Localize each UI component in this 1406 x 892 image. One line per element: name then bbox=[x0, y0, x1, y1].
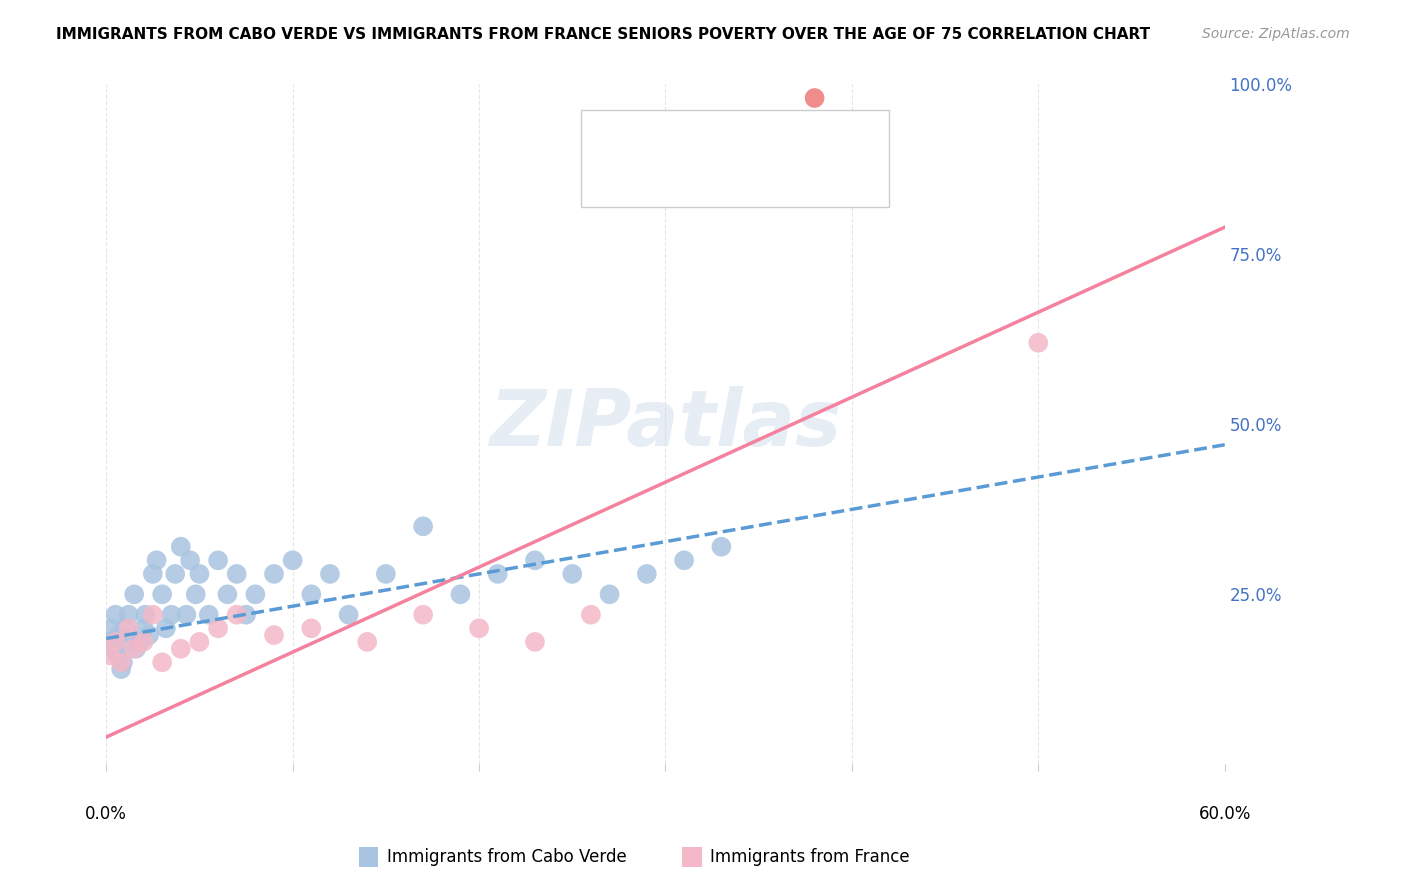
Point bbox=[299, 621, 322, 635]
Point bbox=[235, 607, 257, 622]
Point bbox=[412, 519, 434, 533]
Text: 60.0%: 60.0% bbox=[1198, 805, 1251, 823]
Point bbox=[150, 587, 173, 601]
Point bbox=[468, 621, 491, 635]
Text: IMMIGRANTS FROM CABO VERDE VS IMMIGRANTS FROM FRANCE SENIORS POVERTY OVER THE AG: IMMIGRANTS FROM CABO VERDE VS IMMIGRANTS… bbox=[56, 27, 1150, 42]
Point bbox=[412, 607, 434, 622]
Point bbox=[122, 587, 145, 601]
Point bbox=[170, 641, 193, 656]
Text: ZIPatlas: ZIPatlas bbox=[489, 386, 842, 462]
Point bbox=[110, 655, 132, 669]
Point bbox=[207, 553, 229, 567]
Point bbox=[710, 540, 733, 554]
Point bbox=[263, 566, 285, 581]
Text: N =: N = bbox=[735, 122, 775, 140]
Text: R =: R = bbox=[628, 161, 668, 179]
Point bbox=[263, 628, 285, 642]
Point bbox=[188, 566, 211, 581]
Point bbox=[101, 621, 124, 635]
Text: 0.680: 0.680 bbox=[671, 161, 728, 179]
Point bbox=[103, 641, 125, 656]
Point bbox=[117, 607, 139, 622]
Point bbox=[673, 553, 696, 567]
Point bbox=[122, 641, 145, 656]
Point bbox=[524, 553, 547, 567]
Point bbox=[142, 607, 165, 622]
Point bbox=[160, 607, 183, 622]
Point bbox=[125, 641, 148, 656]
Point bbox=[299, 587, 322, 601]
Point bbox=[132, 621, 155, 635]
Text: N =: N = bbox=[735, 161, 775, 179]
Point bbox=[110, 662, 132, 676]
Text: Source: ZipAtlas.com: Source: ZipAtlas.com bbox=[1202, 27, 1350, 41]
Text: 20: 20 bbox=[775, 161, 800, 179]
Point bbox=[145, 553, 167, 567]
Point bbox=[128, 635, 150, 649]
Text: 0.0%: 0.0% bbox=[86, 805, 127, 823]
Point bbox=[579, 607, 602, 622]
Point bbox=[98, 635, 121, 649]
Point bbox=[179, 553, 201, 567]
Point bbox=[225, 566, 247, 581]
Point bbox=[561, 566, 583, 581]
Text: Immigrants from Cabo Verde: Immigrants from Cabo Verde bbox=[387, 848, 627, 866]
Point bbox=[107, 648, 129, 663]
Point bbox=[98, 648, 121, 663]
Text: 0.235: 0.235 bbox=[671, 122, 727, 140]
Point bbox=[170, 540, 193, 554]
Point bbox=[356, 635, 378, 649]
Point bbox=[184, 587, 207, 601]
Text: Immigrants from France: Immigrants from France bbox=[710, 848, 910, 866]
Point bbox=[245, 587, 267, 601]
Point bbox=[108, 628, 131, 642]
Point bbox=[165, 566, 187, 581]
Point bbox=[281, 553, 304, 567]
Point bbox=[138, 628, 160, 642]
Point bbox=[636, 566, 658, 581]
Point bbox=[217, 587, 239, 601]
Point bbox=[155, 621, 177, 635]
Point bbox=[599, 587, 621, 601]
Point bbox=[104, 607, 127, 622]
Point bbox=[207, 621, 229, 635]
Point bbox=[142, 566, 165, 581]
Point bbox=[150, 655, 173, 669]
Text: 49: 49 bbox=[775, 122, 800, 140]
Point bbox=[374, 566, 396, 581]
Point bbox=[319, 566, 342, 581]
Point bbox=[524, 635, 547, 649]
Point bbox=[337, 607, 360, 622]
Point bbox=[120, 635, 142, 649]
Point bbox=[449, 587, 471, 601]
Point bbox=[225, 607, 247, 622]
Point bbox=[176, 607, 198, 622]
Point bbox=[188, 635, 211, 649]
Text: R =: R = bbox=[628, 122, 668, 140]
Point bbox=[197, 607, 219, 622]
Point bbox=[104, 635, 127, 649]
Point bbox=[132, 635, 155, 649]
Point bbox=[134, 607, 156, 622]
Point bbox=[486, 566, 509, 581]
Point bbox=[111, 655, 134, 669]
Point bbox=[1026, 335, 1049, 350]
Point bbox=[114, 621, 136, 635]
Point bbox=[803, 91, 825, 105]
Point bbox=[117, 621, 139, 635]
